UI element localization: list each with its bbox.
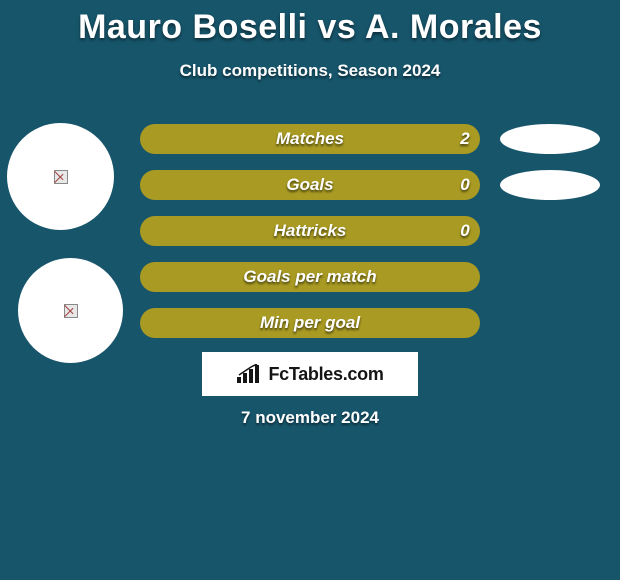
player1-bar — [140, 216, 480, 246]
player2-avatar — [18, 258, 123, 363]
placeholder-icon — [54, 170, 68, 184]
player2-bar — [500, 124, 600, 154]
player2-bar — [500, 170, 600, 200]
placeholder-icon — [64, 304, 78, 318]
brand-badge[interactable]: FcTables.com — [202, 352, 418, 396]
brand-text: FcTables.com — [268, 364, 383, 385]
date-text: 7 november 2024 — [0, 408, 620, 428]
page-title: Mauro Boselli vs A. Morales — [0, 0, 620, 47]
player1-bar — [140, 308, 480, 338]
player1-bar — [140, 262, 480, 292]
player1-bar — [140, 170, 480, 200]
page-subtitle: Club competitions, Season 2024 — [0, 61, 620, 81]
player1-avatar — [7, 123, 114, 230]
chart-icon — [236, 364, 262, 384]
player1-bar — [140, 124, 480, 154]
